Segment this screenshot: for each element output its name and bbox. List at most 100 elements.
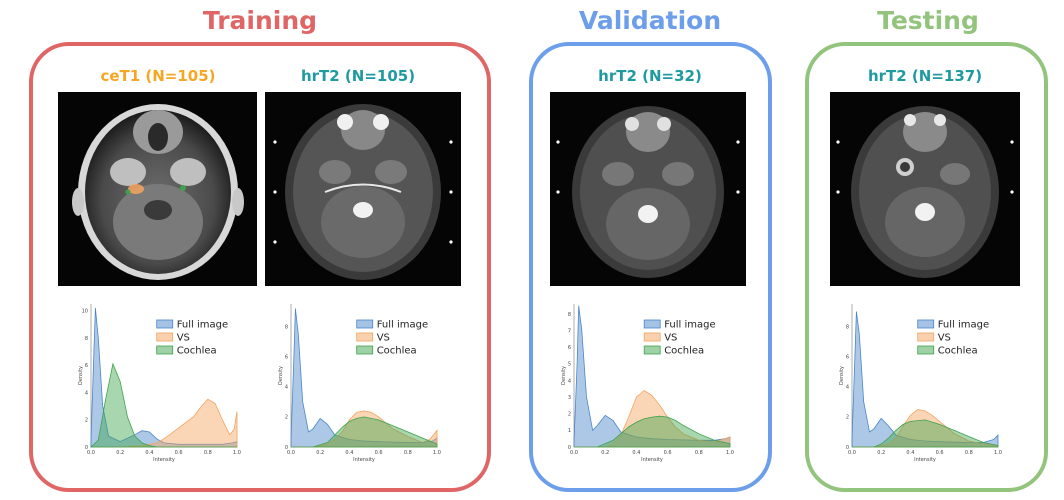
legend-label-vs: VS <box>377 333 390 344</box>
x-tick-label: 0.2 <box>601 450 609 456</box>
density-chart: 0.0 0.2 0.4 0.6 0.8 1.0 0 2 4 6 8 10 Intensity Densit… <box>77 300 247 465</box>
x-tick-label: 0.8 <box>965 450 973 456</box>
panel-title-hrt2-validation: hrT2 (N=32) <box>598 67 702 85</box>
y-tick-label: 6 <box>85 363 88 369</box>
x-tick-label: 0.2 <box>877 450 885 456</box>
y-tick-label: 2 <box>85 418 88 424</box>
density-chart-svg: 0.0 0.2 0.4 0.6 0.8 1.0 0 1 2 3 4 5 6 7 8 Intensity Dens… <box>561 304 734 463</box>
legend-label-full-image: Full image <box>177 320 228 331</box>
panel-title-hrt2-testing: hrT2 (N=137) <box>867 67 983 85</box>
density-chart: 0.0 0.2 0.4 0.6 0.8 1.0 0 2 4 6 8 Intensity Density F… <box>277 300 447 465</box>
legend-label-cochlea: Cochlea <box>377 346 417 357</box>
x-tick-label: 0.2 <box>116 450 124 456</box>
density-chart: 0.0 0.2 0.4 0.6 0.8 1.0 0 2 4 6 8 Intensity Density F… <box>838 300 1008 465</box>
x-tick-label: 0.6 <box>375 450 383 456</box>
series-area-cochlea <box>291 416 438 448</box>
y-tick-label: 6 <box>846 354 849 360</box>
x-tick-label: 0.8 <box>404 450 412 456</box>
density-chart-svg: 0.0 0.2 0.4 0.6 0.8 1.0 0 2 4 6 8 10 Intensity Densit… <box>78 304 241 463</box>
legend-swatch-full-image <box>356 319 374 329</box>
series-area-cochlea <box>89 362 237 448</box>
y-tick-label: 4 <box>568 378 571 384</box>
validation-title: Validation <box>578 6 722 35</box>
legend-swatch-cochlea <box>356 345 374 355</box>
x-tick-label: 0.6 <box>664 450 672 456</box>
mri-image-hrt2-training <box>265 92 461 286</box>
legend-label-vs: VS <box>938 333 951 344</box>
legend-swatch-full-image <box>917 319 935 329</box>
y-tick-label: 0 <box>846 445 849 451</box>
testing-frame <box>805 42 1048 492</box>
x-tick-label: 0.0 <box>287 450 295 456</box>
y-tick-label: 3 <box>568 395 571 401</box>
y-tick-label: 6 <box>568 345 571 351</box>
y-axis-label: Density <box>561 366 567 385</box>
legend-label-cochlea: Cochlea <box>938 346 978 357</box>
series-area-vs <box>852 408 999 448</box>
y-tick-label: 0 <box>285 445 288 451</box>
y-tick-label: 6 <box>285 354 288 360</box>
legend-swatch-vs <box>156 332 174 342</box>
x-tick-label: 1.0 <box>994 450 1002 456</box>
legend-label-full-image: Full image <box>377 320 428 331</box>
mri-image-hrt2-testing <box>830 92 1020 286</box>
testing-title: Testing <box>877 6 979 35</box>
y-tick-label: 2 <box>285 415 288 421</box>
x-tick-label: 0.8 <box>695 450 703 456</box>
training-frame <box>29 42 491 492</box>
validation-frame <box>529 42 772 492</box>
legend-swatch-cochlea <box>643 345 661 355</box>
legend-label-cochlea: Cochlea <box>177 346 217 357</box>
x-tick-label: 0.4 <box>345 450 353 456</box>
y-tick-label: 8 <box>85 336 88 342</box>
training-title: Training <box>202 6 318 35</box>
legend-label-vs: VS <box>177 333 190 344</box>
y-tick-label: 8 <box>846 324 849 330</box>
x-tick-label: 0.0 <box>87 450 95 456</box>
y-tick-label: 10 <box>82 309 88 315</box>
density-chart-svg: 0.0 0.2 0.4 0.6 0.8 1.0 0 2 4 6 8 Intensity Density F… <box>839 304 1002 463</box>
y-tick-label: 4 <box>85 390 88 396</box>
panel-title-cet1-training: ceT1 (N=105) <box>100 67 216 85</box>
y-tick-label: 1 <box>568 428 571 434</box>
y-axis-label: Density <box>78 366 84 385</box>
y-axis-label: Density <box>839 366 845 385</box>
legend-swatch-vs <box>643 332 661 342</box>
x-tick-label: 0.4 <box>632 450 640 456</box>
x-tick-label: 1.0 <box>433 450 441 456</box>
legend-label-full-image: Full image <box>664 320 715 331</box>
y-tick-label: 2 <box>846 415 849 421</box>
y-tick-label: 8 <box>285 324 288 330</box>
y-tick-label: 2 <box>568 412 571 418</box>
density-chart: 0.0 0.2 0.4 0.6 0.8 1.0 0 1 2 3 4 5 6 7 8 Intensity Dens… <box>560 300 740 465</box>
x-axis-label: Intensity <box>153 457 175 463</box>
x-tick-label: 1.0 <box>233 450 241 456</box>
y-axis-label: Density <box>278 366 284 385</box>
y-tick-label: 8 <box>568 312 571 318</box>
legend-swatch-full-image <box>643 319 661 329</box>
mri-image-cet1 <box>58 92 257 286</box>
x-tick-label: 0.6 <box>936 450 944 456</box>
series-area-vs <box>91 398 238 448</box>
legend-label-full-image: Full image <box>938 320 989 331</box>
legend-swatch-cochlea <box>917 345 935 355</box>
x-tick-label: 0.0 <box>848 450 856 456</box>
series-area-vs <box>574 390 731 448</box>
x-axis-label: Intensity <box>353 457 375 463</box>
series-area-cochlea <box>574 415 731 448</box>
legend-swatch-vs <box>356 332 374 342</box>
legend-label-vs: VS <box>664 333 677 344</box>
x-tick-label: 0.4 <box>906 450 914 456</box>
x-axis-label: Intensity <box>914 457 936 463</box>
y-tick-label: 4 <box>846 385 849 391</box>
x-tick-label: 1.0 <box>726 450 734 456</box>
x-tick-label: 0.8 <box>204 450 212 456</box>
x-axis-label: Intensity <box>641 457 663 463</box>
mri-image-hrt2-validation <box>550 92 746 286</box>
legend-swatch-full-image <box>156 319 174 329</box>
y-tick-label: 5 <box>568 362 571 368</box>
series-area-full-image <box>90 308 238 448</box>
series-area-full-image <box>851 311 999 448</box>
panel-title-hrt2-training: hrT2 (N=105) <box>300 67 416 85</box>
y-tick-label: 7 <box>568 328 571 334</box>
